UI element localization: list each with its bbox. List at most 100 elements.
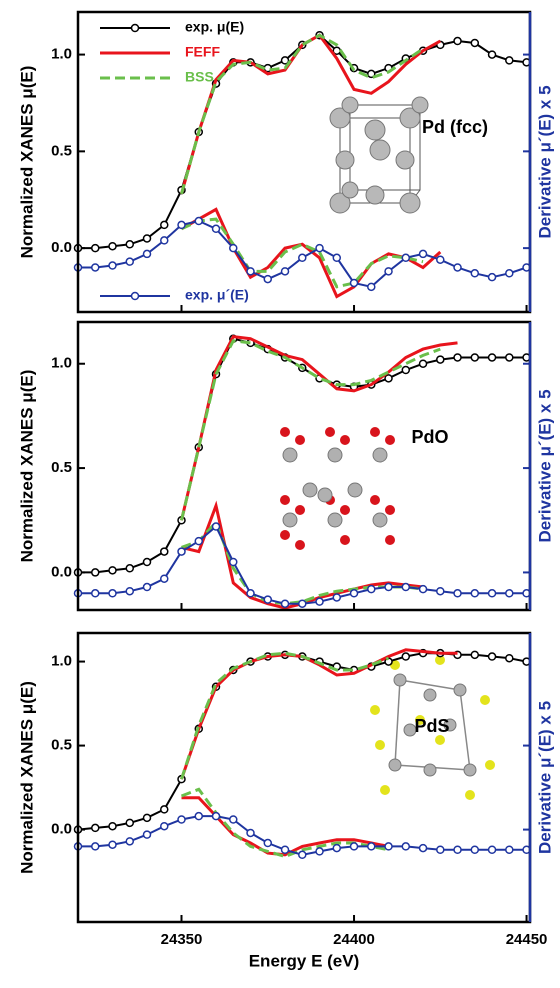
y-tick-label: 0.5 xyxy=(51,142,72,159)
series-line xyxy=(180,217,424,289)
data-point xyxy=(160,236,169,245)
data-point xyxy=(142,582,152,592)
x-tick-label: 24450 xyxy=(506,931,548,948)
data-point xyxy=(160,574,169,583)
data-point xyxy=(108,566,117,575)
data-point xyxy=(125,257,135,266)
data-point xyxy=(211,224,221,234)
series-line xyxy=(180,339,441,521)
data-point xyxy=(142,234,152,243)
data-point xyxy=(470,845,480,854)
data-point xyxy=(108,840,117,849)
data-point xyxy=(453,353,462,362)
y-axis-label: Normalized XANES μ(E) xyxy=(17,681,36,874)
data-point xyxy=(487,652,497,661)
y-tick-label: 0.0 xyxy=(51,821,72,838)
data-point xyxy=(436,255,445,264)
legend-label: exp. μ´(E) xyxy=(185,287,249,303)
data-point xyxy=(125,586,135,596)
data-point xyxy=(315,243,324,253)
data-point xyxy=(177,815,186,824)
series-line xyxy=(78,33,527,250)
structure-pds xyxy=(370,655,495,800)
data-point xyxy=(246,267,255,276)
data-point xyxy=(298,253,307,263)
data-point xyxy=(332,843,342,853)
data-point xyxy=(125,240,135,249)
data-point xyxy=(177,220,186,230)
y-tick-label: 0.5 xyxy=(51,459,72,476)
data-point xyxy=(160,821,169,831)
data-point xyxy=(470,38,480,48)
data-point xyxy=(436,586,445,596)
data-point xyxy=(298,599,307,608)
data-point xyxy=(505,653,514,663)
data-point xyxy=(160,220,169,230)
data-point xyxy=(384,842,393,851)
series-line xyxy=(180,334,458,521)
plot-frame xyxy=(76,10,532,314)
plot-frame xyxy=(76,631,532,924)
panel-label: PdO xyxy=(411,427,448,447)
data-point xyxy=(108,261,117,270)
data-point xyxy=(505,56,514,65)
data-point xyxy=(194,536,204,546)
data-point xyxy=(418,249,428,259)
data-point xyxy=(367,842,376,851)
data-point xyxy=(229,243,238,253)
data-point xyxy=(91,823,100,833)
data-point xyxy=(194,811,204,821)
y-tick-label: 0.0 xyxy=(51,563,72,580)
data-point xyxy=(401,652,411,661)
y-tick-label: 1.0 xyxy=(51,355,72,372)
data-point xyxy=(418,843,428,853)
data-point xyxy=(125,564,135,573)
data-point xyxy=(332,593,342,602)
data-point xyxy=(487,272,497,282)
x-axis-label: Energy E (eV) xyxy=(249,951,360,970)
data-point xyxy=(453,263,462,272)
data-point xyxy=(349,589,359,598)
x-tick-label: 24400 xyxy=(333,931,375,948)
data-point xyxy=(298,850,307,860)
data-point xyxy=(418,584,428,594)
data-point xyxy=(367,584,376,594)
data-point xyxy=(505,845,514,854)
series-line xyxy=(180,648,458,780)
data-point xyxy=(108,241,117,251)
data-point xyxy=(401,253,411,263)
data-point xyxy=(142,813,152,823)
legend-marker xyxy=(130,291,140,301)
data-point xyxy=(505,589,514,598)
data-point xyxy=(91,568,100,577)
data-point xyxy=(211,811,221,821)
panel-label: Pd (fcc) xyxy=(422,117,488,137)
legend-marker xyxy=(130,23,140,33)
data-point xyxy=(263,838,273,848)
series-line xyxy=(77,652,527,831)
data-point xyxy=(315,847,324,856)
data-point xyxy=(470,269,480,278)
y-tick-label: 1.0 xyxy=(51,653,72,670)
data-point xyxy=(263,274,273,284)
data-point xyxy=(91,243,100,253)
y-axis-label: Normalized XANES μ(E) xyxy=(17,66,36,259)
data-point xyxy=(194,216,204,226)
data-point xyxy=(384,374,393,383)
y2-axis-label: Derivative μ´(E) x 5 xyxy=(535,85,554,238)
data-point xyxy=(349,278,359,288)
data-point xyxy=(263,595,273,604)
data-point xyxy=(453,36,462,46)
y2-axis-label: Derivative μ´(E) x 5 xyxy=(535,701,554,854)
data-point xyxy=(160,547,169,556)
data-point xyxy=(160,805,169,814)
data-point xyxy=(280,56,290,65)
legend-label: BSS xyxy=(185,69,214,85)
data-point xyxy=(453,589,462,598)
data-point xyxy=(280,267,290,276)
y-tick-label: 1.0 xyxy=(51,46,72,63)
x-tick-label: 24350 xyxy=(161,931,203,948)
data-point xyxy=(177,547,186,556)
data-point xyxy=(108,589,117,598)
